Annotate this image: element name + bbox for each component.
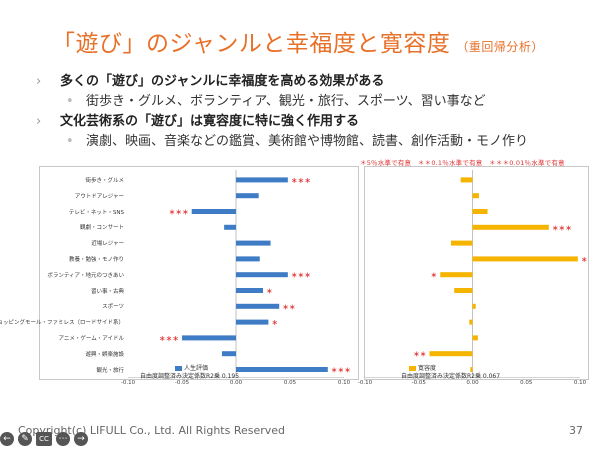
significance-mark: ∗ bbox=[431, 271, 438, 280]
category-label: ショッピングモール・ファミレス（ロードサイド系） bbox=[0, 320, 124, 327]
happiness-legend-swatch bbox=[175, 366, 182, 371]
significance-mark: ∗∗∗ bbox=[552, 223, 572, 232]
bar bbox=[236, 256, 260, 262]
bar bbox=[182, 335, 236, 341]
x-tick-label: 0.00 bbox=[229, 380, 243, 387]
happiness-legend: 人生評価 bbox=[175, 363, 208, 372]
x-tick-label: 0.05 bbox=[283, 380, 297, 387]
tolerance-chart-panel: ∗∗∗∗∗∗∗∗∗ -0.10-0.050.000.050.10 寛容度 自由度… bbox=[358, 166, 589, 386]
bullet-detail-1: 街歩き・グルメ、ボランティア、観光・旅行、スポーツ、習い事など bbox=[30, 92, 590, 112]
x-tick-label: 0.10 bbox=[573, 380, 587, 387]
significance-mark: ∗∗ bbox=[413, 350, 426, 359]
significance-mark: ∗∗ bbox=[282, 302, 295, 311]
category-label: アニメ・ゲーム・アイドル bbox=[58, 335, 124, 342]
footer: Copyright(c) LIFULL Co., Ltd. All Rights… bbox=[0, 416, 600, 450]
tolerance-chart: ∗∗∗∗∗∗∗∗∗ bbox=[365, 170, 588, 378]
next-arrow-icon[interactable]: → bbox=[74, 432, 88, 446]
bar bbox=[236, 303, 280, 309]
bar bbox=[472, 224, 549, 230]
cc-icon[interactable]: CC bbox=[36, 432, 52, 446]
happiness-chart-panel: ∗∗∗ ∗∗∗ ∗∗∗ ∗ ∗∗ ∗ ∗∗∗ ∗∗∗ 街歩き・グルメ アウトドアレジャー テレビ・… bbox=[0, 166, 359, 386]
bar bbox=[472, 303, 476, 309]
significance-mark: ∗ bbox=[271, 318, 278, 327]
bar bbox=[469, 319, 473, 325]
slide-title-main: 「遊び」のジャンルと幸福度と寛容度 bbox=[52, 31, 451, 57]
bar bbox=[429, 351, 473, 357]
category-label: 習い事・古典 bbox=[90, 288, 124, 295]
bar bbox=[236, 240, 271, 246]
bar bbox=[470, 367, 473, 372]
category-label: 教養・勉強・モノ作り bbox=[68, 256, 124, 263]
bar bbox=[236, 177, 288, 183]
significance-mark: ∗∗∗ bbox=[169, 208, 189, 217]
category-label: 観光・旅行 bbox=[96, 367, 124, 374]
x-tick-label: -0.05 bbox=[411, 380, 426, 387]
bar bbox=[236, 193, 259, 199]
tolerance-legend-swatch bbox=[409, 366, 416, 371]
x-tick-label: 0.05 bbox=[520, 380, 533, 387]
category-label: 近場レジャー bbox=[91, 241, 124, 248]
significance-mark: ∗ bbox=[266, 287, 273, 296]
significance-mark: ∗∗∗ bbox=[291, 271, 311, 280]
bar bbox=[472, 193, 479, 199]
bar bbox=[236, 319, 269, 325]
happiness-chart: ∗∗∗∗∗∗∗∗∗∗∗∗∗∗∗∗∗∗∗ bbox=[128, 170, 351, 378]
significance-mark: ∗∗∗ bbox=[159, 334, 179, 343]
bar bbox=[460, 177, 473, 183]
tolerance-legend: 寛容度 bbox=[409, 363, 436, 372]
happiness-legend-label: 人生評価 bbox=[184, 365, 209, 372]
x-tick-label: -0.10 bbox=[120, 380, 136, 387]
bar bbox=[236, 367, 328, 372]
bar bbox=[221, 351, 236, 357]
x-tick-label: 0.10 bbox=[337, 380, 351, 387]
bullet-heading-2: 文化芸術系の「遊び」は寛容度に特に強く作用する bbox=[30, 112, 590, 132]
tolerance-legend-label: 寛容度 bbox=[418, 365, 437, 372]
significance-mark: ∗∗∗ bbox=[331, 366, 351, 375]
bullet-list: 多くの「遊び」のジャンルに幸福度を高める効果がある 街歩き・グルメ、ボランティア… bbox=[30, 72, 590, 152]
category-label: スポーツ bbox=[102, 304, 124, 311]
presentation-controls: ← ✎ CC ⋯ → bbox=[0, 432, 88, 448]
x-tick-label: -0.05 bbox=[174, 380, 190, 387]
tolerance-r2: 自由度調整済み決定係数R2乗 0.067 bbox=[401, 373, 501, 380]
bar bbox=[472, 335, 478, 341]
bar bbox=[224, 224, 236, 230]
bar bbox=[454, 288, 473, 293]
significance-mark: ∗∗∗ bbox=[581, 255, 588, 264]
bar bbox=[472, 209, 488, 214]
slide-title: 「遊び」のジャンルと幸福度と寛容度 （重回帰分析） bbox=[52, 24, 544, 58]
bar bbox=[472, 256, 578, 262]
bullet-heading-1: 多くの「遊び」のジャンルに幸福度を高める効果がある bbox=[30, 72, 590, 92]
category-label: 遊興・娯楽施設 bbox=[85, 351, 124, 358]
category-label: 街歩き・グルメ bbox=[85, 177, 124, 184]
significance-mark: ∗∗∗ bbox=[291, 176, 311, 185]
significance-note: ＊5％水準で有意 ＊＊0.1％水準で有意 ＊＊＊0.01％水準で有意 bbox=[360, 159, 565, 167]
bullet-detail-2: 演劇、映画、音楽などの鑑賞、美術館や博物館、読書、創作活動・モノ作り bbox=[30, 132, 590, 152]
more-icon[interactable]: ⋯ bbox=[56, 432, 70, 446]
happiness-r2: 自由度調整済み決定係数R2乗 0.195 bbox=[140, 373, 240, 380]
bar bbox=[451, 240, 473, 246]
pen-icon[interactable]: ✎ bbox=[18, 432, 32, 446]
bar bbox=[191, 209, 236, 214]
category-label: テレビ・ネット・SNS bbox=[68, 209, 124, 216]
slide-title-sub: （重回帰分析） bbox=[456, 40, 544, 54]
page-number: 37 bbox=[569, 424, 583, 437]
category-label: 観劇・コンサート bbox=[79, 225, 124, 232]
category-label: ボランティア・地元のつきあい bbox=[47, 272, 124, 279]
bar bbox=[236, 288, 263, 293]
category-label: アウトドアレジャー bbox=[74, 193, 124, 200]
x-tick-label: -0.10 bbox=[357, 380, 373, 387]
prev-arrow-icon[interactable]: ← bbox=[0, 432, 14, 446]
bar bbox=[440, 272, 473, 278]
x-tick-label: 0.00 bbox=[466, 380, 479, 387]
bar bbox=[236, 272, 288, 278]
